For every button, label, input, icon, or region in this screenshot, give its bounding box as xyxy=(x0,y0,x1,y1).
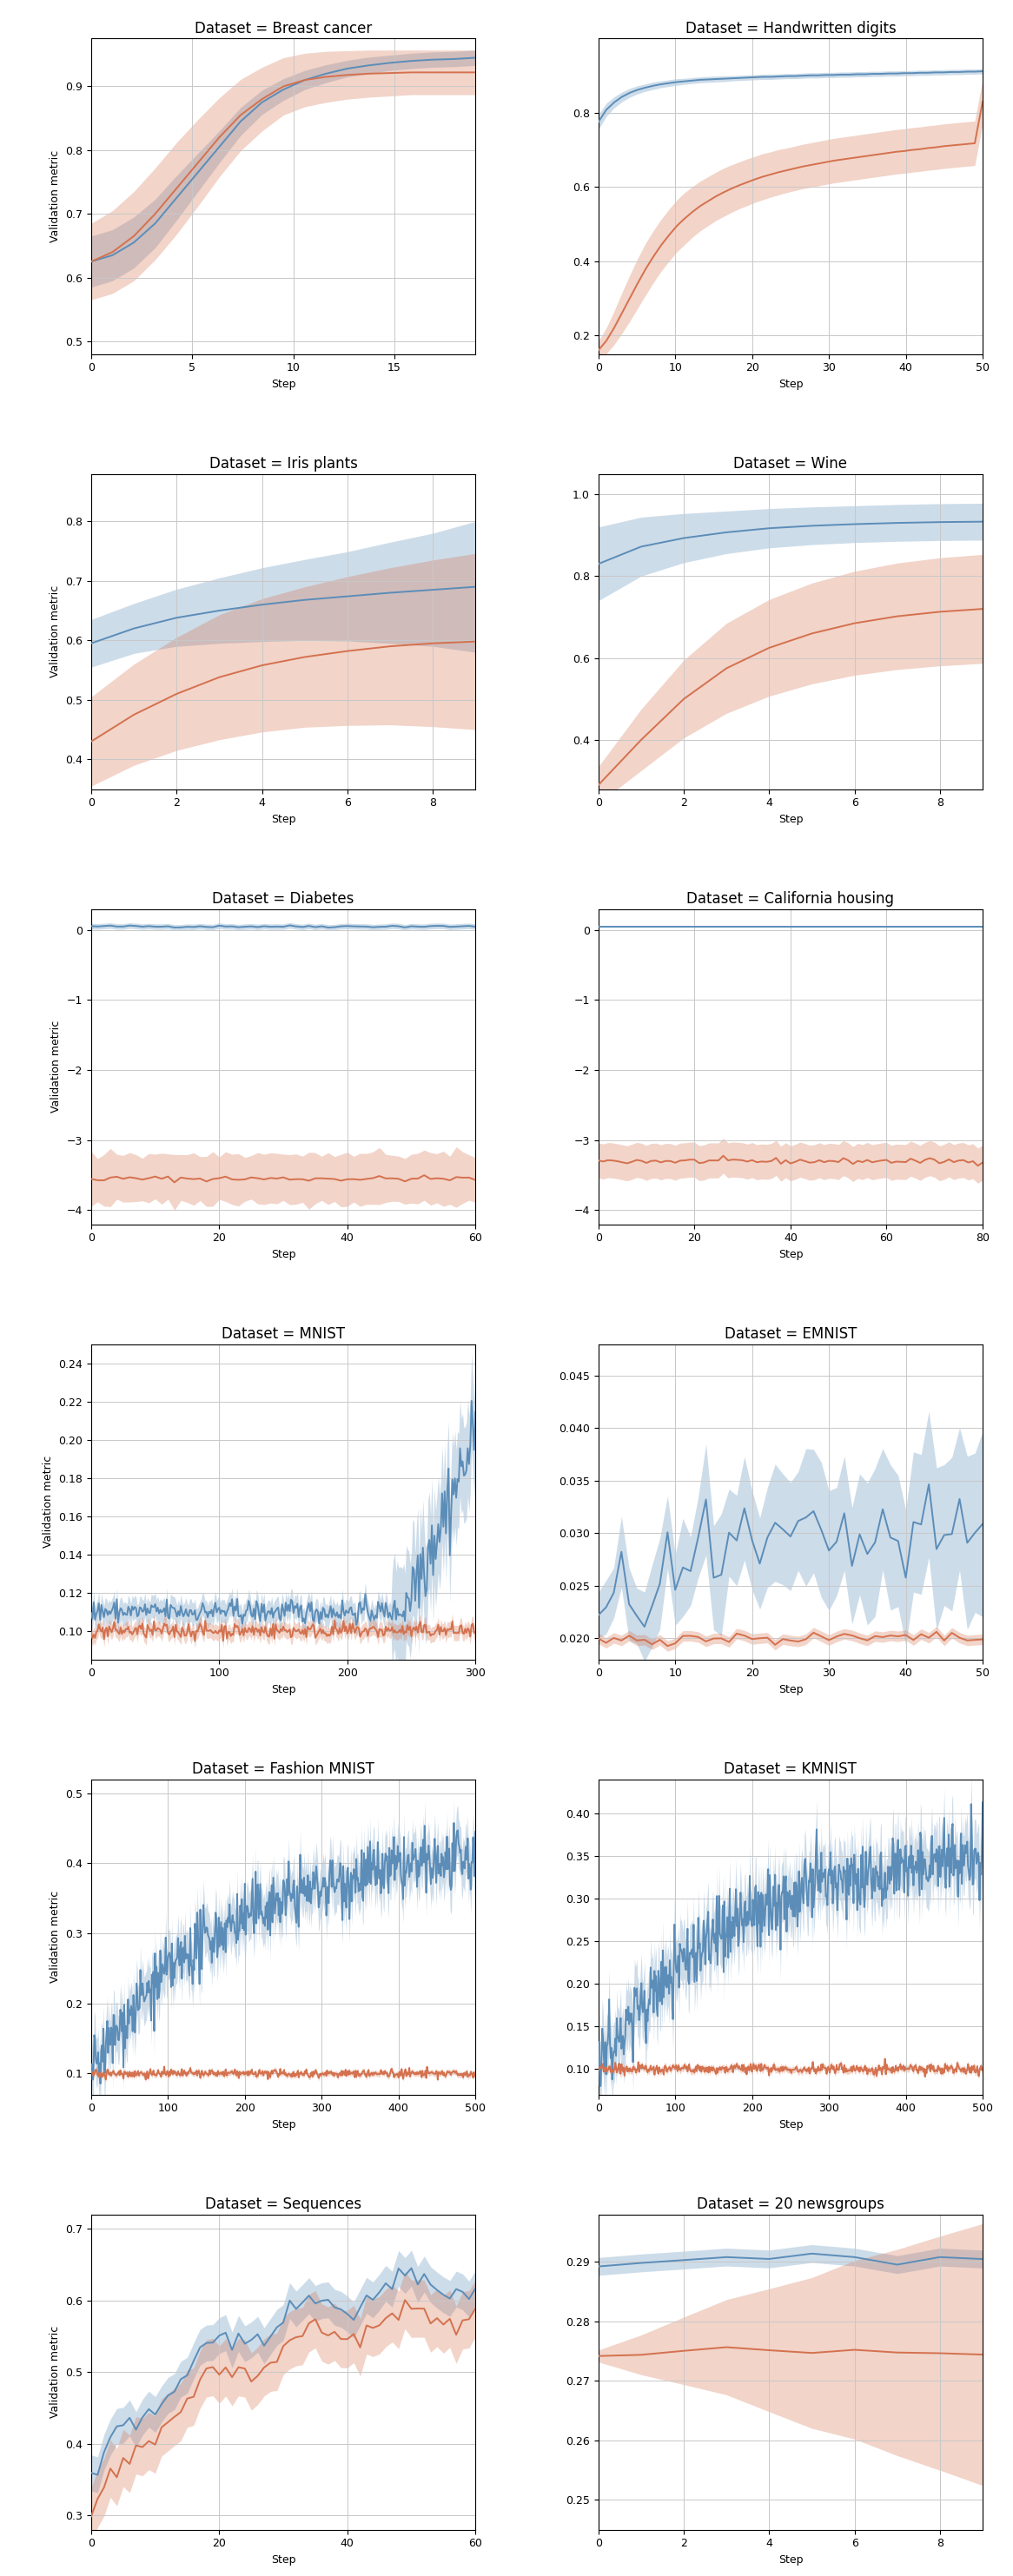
X-axis label: Step: Step xyxy=(270,814,296,824)
Y-axis label: Validation metric: Validation metric xyxy=(50,585,61,677)
Title: Dataset = Fashion MNIST: Dataset = Fashion MNIST xyxy=(192,1762,375,1777)
X-axis label: Step: Step xyxy=(270,379,296,389)
X-axis label: Step: Step xyxy=(778,2120,803,2130)
Title: Dataset = California housing: Dataset = California housing xyxy=(687,891,894,907)
Y-axis label: Validation metric: Validation metric xyxy=(50,1891,61,1984)
X-axis label: Step: Step xyxy=(778,1685,803,1695)
X-axis label: Step: Step xyxy=(778,379,803,389)
X-axis label: Step: Step xyxy=(778,1249,803,1260)
Y-axis label: Validation metric: Validation metric xyxy=(51,1020,62,1113)
Title: Dataset = MNIST: Dataset = MNIST xyxy=(222,1327,345,1342)
X-axis label: Step: Step xyxy=(270,2555,296,2566)
X-axis label: Step: Step xyxy=(270,1685,296,1695)
Title: Dataset = Handwritten digits: Dataset = Handwritten digits xyxy=(685,21,895,36)
X-axis label: Step: Step xyxy=(778,2555,803,2566)
Y-axis label: Validation metric: Validation metric xyxy=(43,1455,54,1548)
Title: Dataset = EMNIST: Dataset = EMNIST xyxy=(724,1327,857,1342)
Title: Dataset = KMNIST: Dataset = KMNIST xyxy=(724,1762,857,1777)
Title: Dataset = Sequences: Dataset = Sequences xyxy=(205,2197,362,2213)
Title: Dataset = 20 newsgroups: Dataset = 20 newsgroups xyxy=(697,2197,884,2213)
Title: Dataset = Breast cancer: Dataset = Breast cancer xyxy=(194,21,372,36)
Y-axis label: Validation metric: Validation metric xyxy=(50,2326,61,2419)
X-axis label: Step: Step xyxy=(778,814,803,824)
Title: Dataset = Wine: Dataset = Wine xyxy=(733,456,848,471)
X-axis label: Step: Step xyxy=(270,2120,296,2130)
X-axis label: Step: Step xyxy=(270,1249,296,1260)
Title: Dataset = Iris plants: Dataset = Iris plants xyxy=(209,456,358,471)
Y-axis label: Validation metric: Validation metric xyxy=(50,149,61,242)
Title: Dataset = Diabetes: Dataset = Diabetes xyxy=(213,891,355,907)
